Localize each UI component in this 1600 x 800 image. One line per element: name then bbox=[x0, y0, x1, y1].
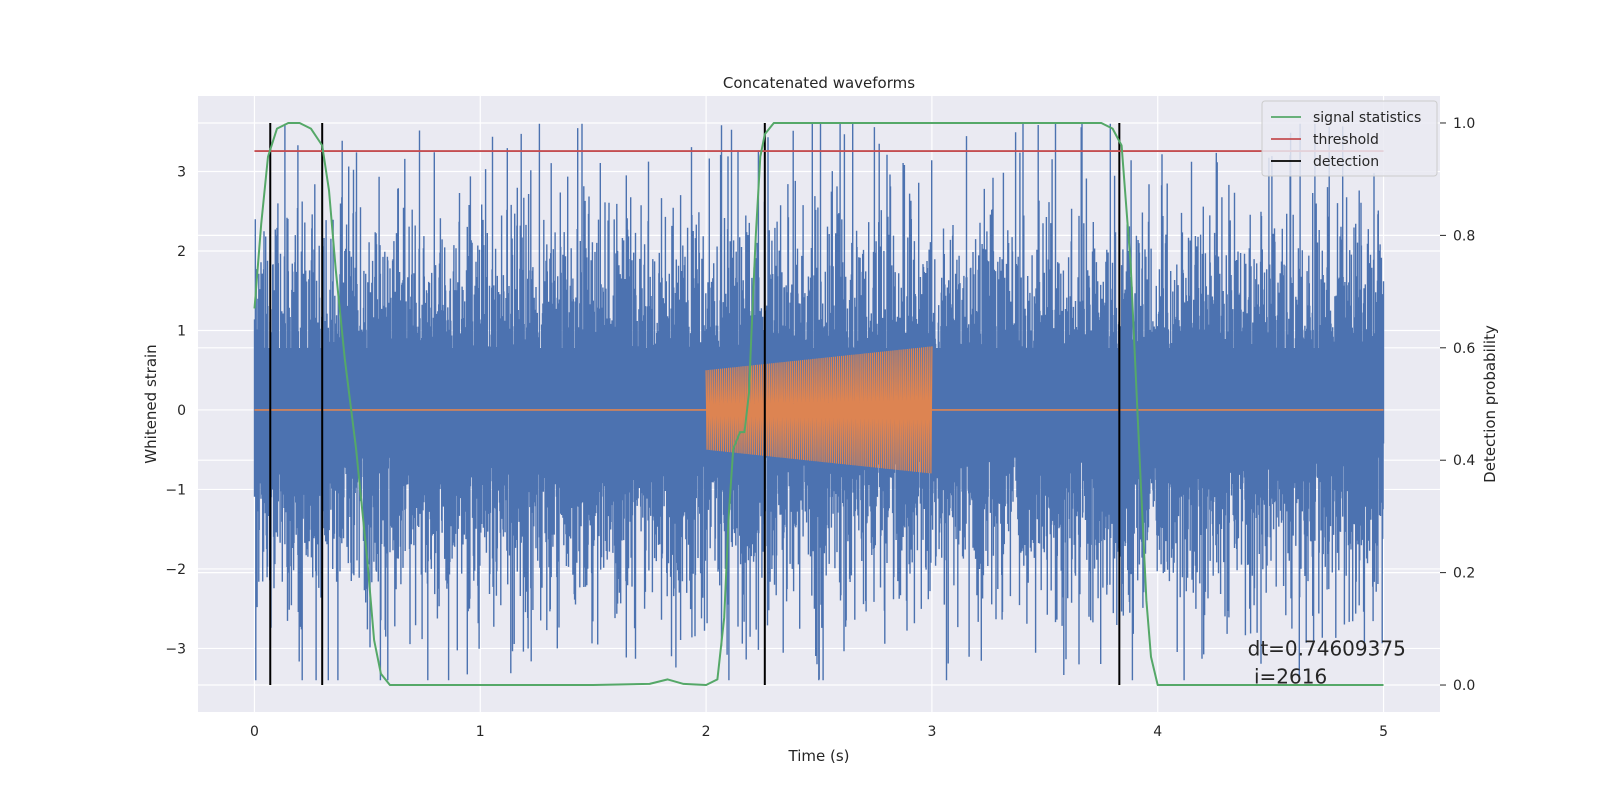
detection-lines bbox=[269, 122, 1121, 686]
legend-label-detection: detection bbox=[1313, 154, 1379, 170]
x-axis-label: Time (s) bbox=[788, 747, 850, 765]
tick-labels: 0 1 2 3 4 5 −3 −2 −1 0 1 2 3 0.0 0.2 0.4 0.6 0.8 1.0 bbox=[165, 116, 1475, 740]
chart-title: Concatenated waveforms bbox=[723, 74, 915, 92]
y-right-tick-label: 1.0 bbox=[1453, 116, 1475, 132]
y-left-tick-label: −3 bbox=[165, 641, 186, 657]
y-right-tick-label: 0.8 bbox=[1453, 228, 1475, 244]
y-left-tick-label: 3 bbox=[177, 165, 186, 181]
x-tick-label: 0 bbox=[250, 724, 259, 740]
y-left-tick-label: 1 bbox=[177, 323, 186, 339]
y-left-tick-label: 0 bbox=[177, 403, 186, 419]
x-tick-label: 2 bbox=[702, 724, 711, 740]
annotation-dt: dt=0.74609375 bbox=[1248, 636, 1406, 660]
x-tick-label: 4 bbox=[1153, 724, 1162, 740]
injection-chirp bbox=[705, 346, 933, 474]
series-signal-statistics bbox=[253, 122, 1384, 686]
signal-statistics-line bbox=[253, 122, 1384, 686]
series-injected-waveform bbox=[254, 346, 1384, 474]
legend-label-signal-statistics: signal statistics bbox=[1313, 110, 1421, 126]
y-left-tick-label: 2 bbox=[177, 244, 186, 260]
y-right-tick-label: 0.2 bbox=[1453, 566, 1475, 582]
x-tick-label: 1 bbox=[476, 724, 485, 740]
legend-label-threshold: threshold bbox=[1313, 132, 1379, 148]
y-left-tick-label: −1 bbox=[165, 482, 186, 498]
legend-box bbox=[1261, 100, 1438, 177]
y-right-tick-label: 0.6 bbox=[1453, 341, 1475, 357]
annotation-index: i=2616 bbox=[1248, 664, 1328, 688]
x-tick-label: 3 bbox=[927, 724, 936, 740]
x-tick-label: 5 bbox=[1379, 724, 1388, 740]
y-left-tick-label: −2 bbox=[165, 562, 186, 578]
legend: signal statistics threshold detection bbox=[1261, 100, 1438, 177]
y-right-tick-label: 0.4 bbox=[1453, 453, 1475, 469]
y-axis-label-right: Detection probability bbox=[1481, 325, 1499, 483]
y-axis-label-left: Whitened strain bbox=[142, 344, 160, 463]
y-right-tick-label: 0.0 bbox=[1453, 678, 1475, 694]
